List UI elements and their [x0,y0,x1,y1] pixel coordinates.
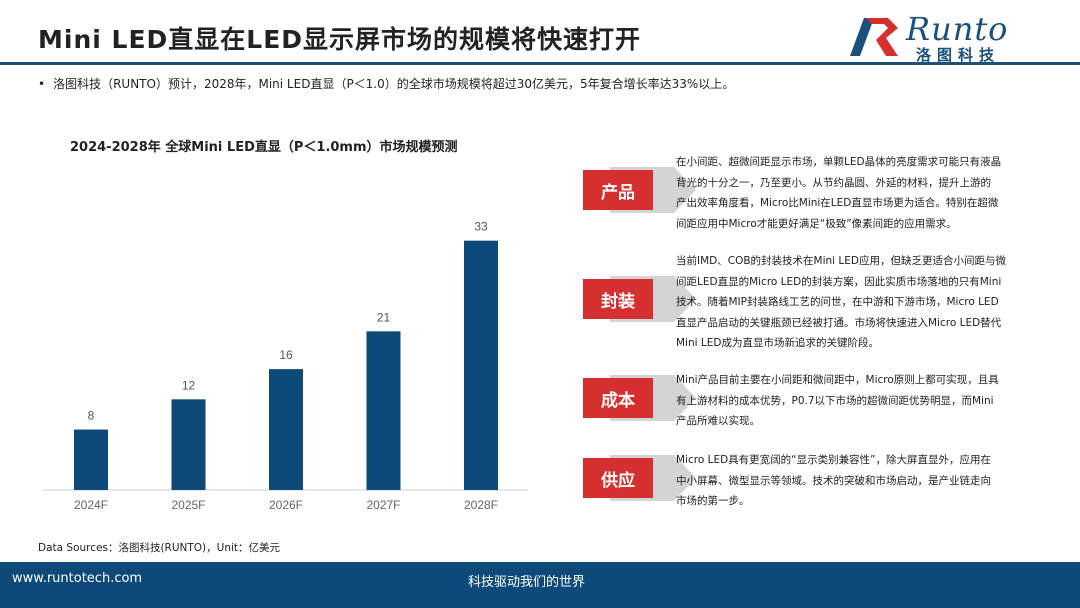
footer-slogan: 科技驱动我们的世界 [468,575,586,590]
bar-2024F [74,429,108,490]
section-text-line: 技术。随着MIP封装路线工艺的问世，在中游和下游市场，Micro LED [676,296,999,308]
section-label-2: 封装 [583,279,653,319]
section-text-line: 产出效率角度看，Micro比Mini在LED直显市场更为适合。特别在超微 [676,197,999,209]
x-tick-label-2024F: 2024F [74,498,108,512]
data-label-2028F: 33 [474,220,488,234]
section-text-line: 中小屏幕、微型显示等领域。技术的突破和市场启动，是产业链走向 [676,474,991,487]
section-text-1: 在小间距、超微间距显示市场，单颗LED晶体的亮度需求可能只有液晶 背光的十分之一，… [676,152,1028,234]
section-text-3: Mini产品目前主要在小间距和微间距中，Micro原则上都可实现，且具 有上游材料… [676,370,1028,432]
chart-title: 2024-2028年 全球Mini LED直显（P＜1.0mm）市场规模预测 [70,140,458,155]
runto-logo: Runto 洛图科技 [844,10,1054,64]
x-tick-label-2026F: 2026F [269,498,303,512]
bar-2025F [171,399,206,490]
intro-text: 洛图科技（RUNTO）预计，2028年，Mini LED直显（P＜1.0）的全球… [53,77,735,91]
footer-bar: www.runtotech.com 科技驱动我们的世界 [0,562,1080,608]
section-text-line: 间距应用中Micro才能更好满足“极致”像素间距的应用需求。 [676,217,957,230]
section-text-line: 市场的第一步。 [676,495,750,507]
data-label-2026F: 16 [279,348,293,362]
section-label-3: 成本 [583,378,653,418]
logo-wordmark: Runto [906,10,1009,48]
section-label-1: 产品 [583,170,653,210]
data-label-2027F: 21 [377,310,391,324]
title-divider [0,62,1080,65]
section-text-line: 在小间距、超微间距显示市场，单颗LED晶体的亮度需求可能只有液晶 [676,156,1002,168]
section-text-line: 产品所难以实现。 [676,415,760,427]
section-text-line: 直显产品启动的关键瓶颈已经被打通。市场将快速进入Micro LED替代 [676,316,1002,329]
logo-chinese-name: 洛图科技 [916,46,1001,64]
section-text-line: 当前IMD、COB的封装技术在Mini LED应用，但缺乏更适合小间距与微 [676,255,1006,267]
x-tick-label-2025F: 2025F [171,498,205,512]
bar-2028F [464,240,498,490]
data-label-2025F: 12 [182,378,196,392]
runto-r-mark-icon [850,18,898,56]
data-source-note: Data Sources：洛图科技(RUNTO)，Unit：亿美元 [38,542,281,554]
section-text-line: 有上游材料的成本优势，P0.7以下市场的超微间距优势明显，而Mini [676,394,994,407]
section-label-4: 供应 [583,458,653,498]
bar-2027F [366,331,401,490]
bullet-marker: • [38,77,46,91]
section-text-line: 间距LED直显的Micro LED的封装方案，因此实质市场落地的只有Mini [676,275,1002,288]
bar-2026F [269,369,303,490]
section-text-2: 当前IMD、COB的封装技术在Mini LED应用，但缺乏更适合小间距与微 间距L… [676,251,1028,354]
page-title: Mini LED直显在LED显示屏市场的规模将快速打开 [38,25,642,54]
section-text-4: Micro LED具有更宽阔的“显示类别兼容性”，除大屏直显外，应用在 中小屏幕、… [676,450,1028,512]
section-text-line: Mini LED成为直显市场新追求的关键阶段。 [676,337,879,349]
data-label-2024F: 8 [88,409,95,423]
x-tick-label-2028F: 2028F [464,498,498,512]
section-text-line: Micro LED具有更宽阔的“显示类别兼容性”，除大屏直显外，应用在 [676,454,992,466]
x-tick-label-2027F: 2027F [366,498,400,512]
footer-url[interactable]: www.runtotech.com [12,571,143,586]
section-text-line: Mini产品目前主要在小间距和微间距中，Micro原则上都可实现，且具 [676,374,999,386]
section-text-line: 背光的十分之一，乃至更小。从节约晶圆、外延的材料，提升上游的 [676,176,991,189]
intro-bullet: • 洛图科技（RUNTO）预计，2028年，Mini LED直显（P＜1.0）的全… [38,75,734,92]
